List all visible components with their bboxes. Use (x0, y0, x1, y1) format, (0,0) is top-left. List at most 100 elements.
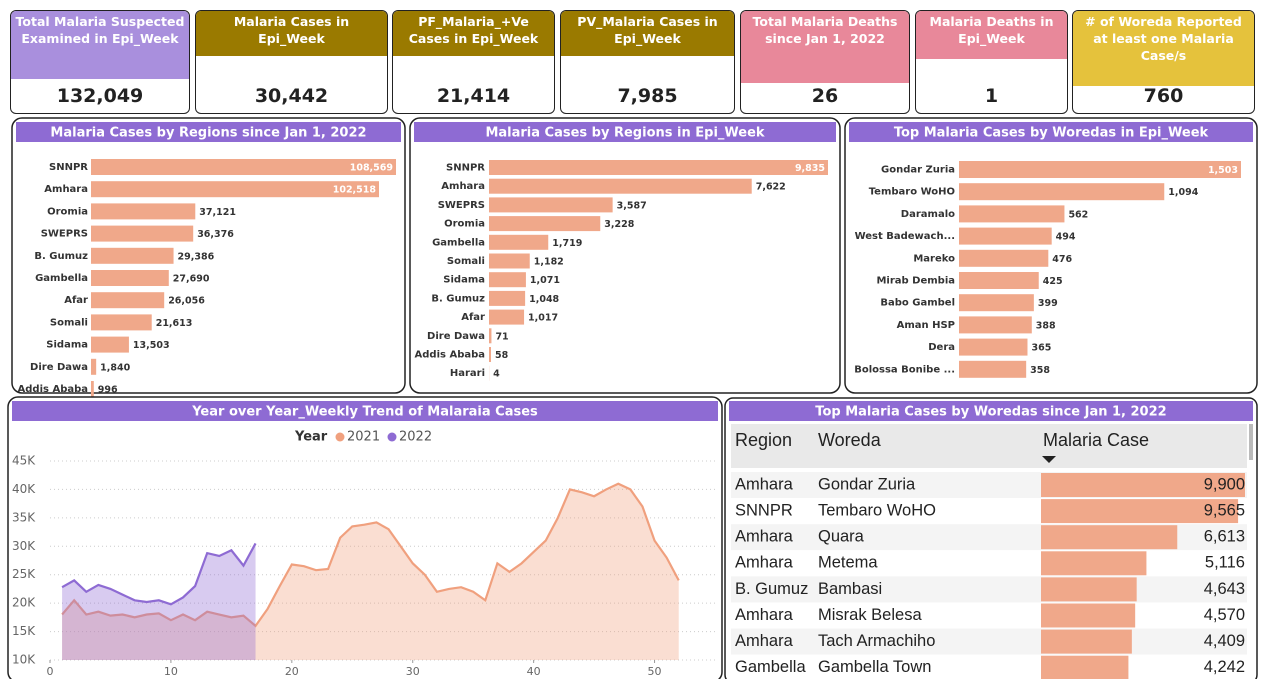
value-label: 1,017 (528, 313, 558, 324)
bar (959, 316, 1032, 334)
value-label: 37,121 (199, 207, 236, 218)
panel-title: Top Malaria Cases by Woredas in Epi_Week (894, 126, 1209, 141)
value-label: 29,386 (178, 251, 215, 262)
value-label: 1,719 (552, 238, 582, 249)
table-header (731, 424, 1247, 468)
category-label: SNNPR (446, 163, 485, 174)
value-label: 7,622 (756, 182, 786, 193)
value-label: 1,048 (529, 294, 559, 305)
bar (91, 358, 97, 375)
category-label: Addis Ababa (18, 384, 88, 395)
kpi-value: 30,442 (254, 85, 329, 107)
panel-title: Year over Year_Weekly Trend of Malaraia … (191, 405, 538, 420)
kpi-label: # of Woreda Reported at least one Malari… (1073, 11, 1254, 86)
scrollbar (1249, 424, 1253, 460)
y-tick-label: 10K (12, 653, 36, 667)
category-label: Oromia (444, 219, 485, 230)
cell-case: 4,570 (1204, 606, 1245, 624)
bar (91, 247, 174, 264)
value-label: 58 (495, 350, 509, 361)
category-label: Sidama (443, 275, 485, 286)
panel-title: Malaria Cases by Regions since Jan 1, 20… (50, 126, 366, 141)
cell-region: SNNPR (735, 501, 793, 519)
category-label: SNNPR (49, 162, 88, 173)
value-label: 388 (1036, 320, 1056, 331)
y-tick-label: 25K (12, 567, 36, 581)
kpi-value: 132,049 (56, 85, 144, 107)
bar (91, 292, 165, 309)
category-label: Dire Dawa (30, 362, 88, 373)
value-label: 494 (1056, 232, 1076, 243)
panel-header (414, 122, 836, 142)
cell-woreda: Metema (818, 554, 878, 572)
bar (91, 181, 380, 198)
bar (959, 183, 1165, 201)
area (62, 483, 679, 660)
bar (91, 270, 169, 286)
category-label: Sidama (46, 340, 88, 351)
panel-header (729, 401, 1253, 421)
kpi-label: Total Malaria Suspected Examined in Epi_… (11, 11, 189, 79)
category-label: Afar (461, 312, 485, 323)
x-tick-label: 50 (648, 665, 662, 678)
value-label: 26,056 (168, 296, 205, 307)
value-label: 4 (493, 369, 500, 380)
bar (959, 249, 1049, 267)
panel (7, 396, 723, 679)
bar (489, 272, 526, 288)
bar (959, 272, 1039, 289)
x-tick-label: 30 (406, 665, 420, 678)
bar (489, 328, 492, 344)
legend-label: 2022 (399, 430, 432, 445)
value-label: 358 (1030, 365, 1050, 376)
legend-swatch (387, 432, 397, 442)
cell-woreda: Tach Armachiho (818, 632, 935, 650)
value-label: 1,840 (100, 362, 130, 373)
value-label: 3,587 (617, 200, 647, 211)
category-label: Gondar Zuria (881, 165, 955, 176)
y-tick-label: 30K (12, 539, 36, 553)
y-tick-label: 45K (12, 454, 36, 468)
value-label: 365 (1031, 343, 1051, 354)
category-label: Mareko (913, 253, 955, 264)
value-label: 1,071 (530, 275, 560, 286)
data-bar (1041, 577, 1137, 602)
data-bar (1041, 603, 1136, 628)
bar (489, 234, 549, 250)
cell-region: Amhara (735, 475, 794, 493)
data-bar (1041, 655, 1129, 679)
cell-case: 6,613 (1204, 528, 1245, 546)
legend-swatch (335, 432, 345, 442)
category-label: Somali (447, 256, 485, 267)
kpi-card: Malaria Deaths in Epi_Week 1 (915, 10, 1068, 114)
value-label: 425 (1043, 276, 1063, 287)
bar (489, 290, 526, 306)
bar (959, 294, 1034, 312)
row-bg (731, 628, 1247, 655)
row-bg (731, 602, 1247, 629)
kpi-value: 7,985 (617, 85, 678, 107)
bar (959, 338, 1028, 356)
panel-header (849, 122, 1253, 142)
legend-label: 2021 (347, 430, 380, 445)
data-bar (1041, 525, 1178, 550)
category-label: Harari (450, 368, 485, 379)
kpi-label: PF_Malaria_+Ve Cases in Epi_Week (393, 11, 554, 56)
panel-header (16, 122, 401, 142)
cell-case: 4,643 (1204, 580, 1245, 598)
kpi-card: PV_Malaria Cases in Epi_Week 7,985 (560, 10, 735, 114)
bar (91, 159, 396, 175)
bar (959, 360, 1027, 378)
value-label: 3,228 (604, 219, 634, 230)
panel-header (12, 401, 718, 421)
data-bar (1041, 629, 1132, 654)
y-tick-label: 20K (12, 596, 36, 610)
bar (91, 336, 129, 353)
kpi-card: Total Malaria Suspected Examined in Epi_… (10, 10, 190, 114)
category-label: B. Gumuz (431, 293, 485, 304)
cell-region: Amhara (735, 554, 794, 572)
kpi-value: 760 (1143, 85, 1184, 107)
x-tick-label: 40 (527, 665, 541, 678)
line (61, 482, 680, 628)
